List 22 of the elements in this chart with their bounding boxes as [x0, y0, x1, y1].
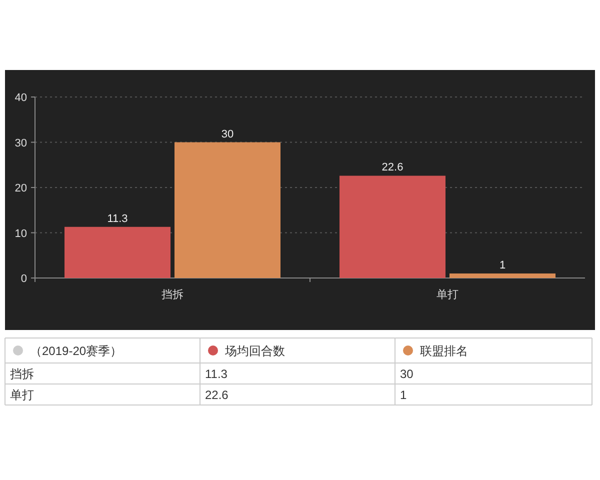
y-tick-label: 10 — [14, 228, 27, 240]
y-tick-label: 30 — [14, 137, 27, 150]
y-tick-label: 0 — [20, 273, 27, 285]
data-label: 30 — [221, 128, 234, 140]
category-label: 挡拆 — [10, 367, 34, 381]
bar — [64, 226, 170, 278]
bar — [174, 142, 280, 278]
bar — [340, 176, 446, 278]
legend-label: 场均回合数 — [224, 344, 285, 358]
data-label: 1 — [499, 259, 506, 272]
y-tick-label: 40 — [14, 92, 27, 104]
data-label: 1 — [400, 388, 407, 402]
data-label: 30 — [400, 367, 414, 381]
data-label: 22.6 — [205, 388, 229, 402]
category-label: 单打 — [10, 388, 34, 402]
legend-label: 联盟排名 — [420, 344, 468, 358]
data-label: 11.3 — [107, 212, 128, 225]
bar — [450, 273, 556, 278]
data-label: 11.3 — [205, 367, 228, 381]
y-tick-label: 20 — [14, 182, 27, 194]
legend-title: （2019-20赛季） — [30, 344, 122, 358]
data-label: 22.6 — [382, 162, 404, 174]
